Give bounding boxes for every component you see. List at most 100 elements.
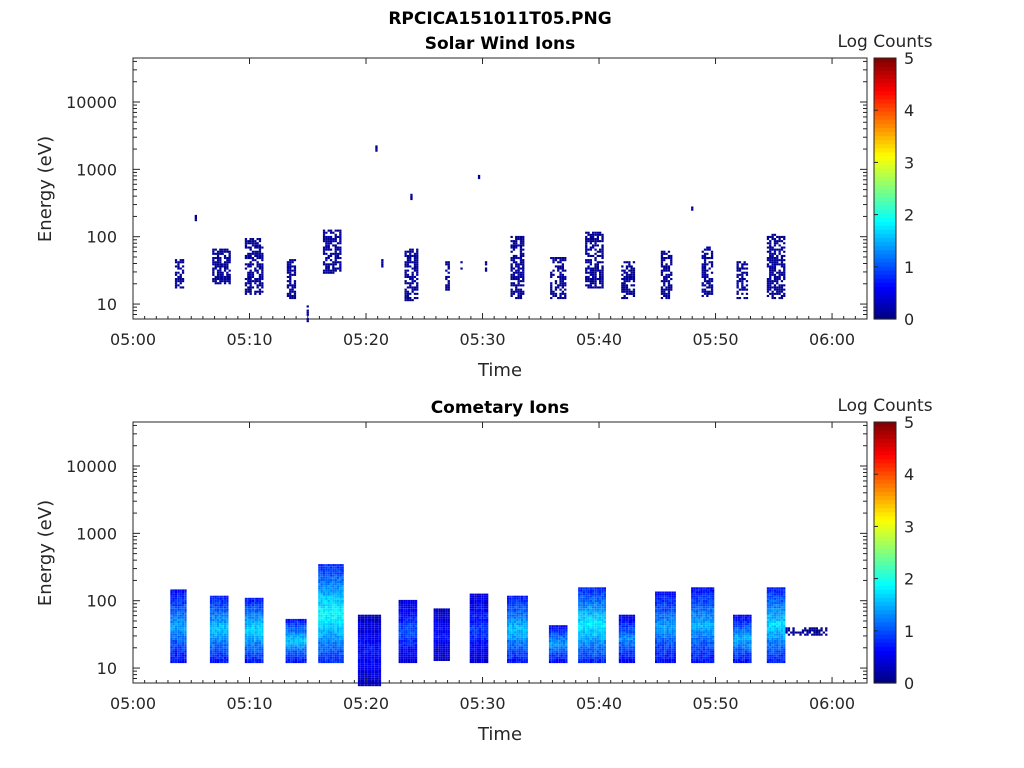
heatmap-cell	[364, 671, 368, 674]
heatmap-cell	[559, 294, 562, 297]
heatmap-cell	[289, 261, 292, 264]
heatmap-cell	[667, 282, 671, 285]
heatmap-cell	[322, 621, 326, 624]
heatmap-cell	[364, 631, 368, 634]
heatmap-cell	[410, 627, 413, 630]
heatmap-cell	[320, 572, 323, 575]
heatmap-cell	[285, 661, 288, 664]
heatmap-cell	[221, 606, 224, 609]
heatmap-cell	[226, 265, 229, 268]
heatmap-cell	[592, 591, 595, 594]
heatmap-cell	[216, 278, 220, 281]
heatmap-cell	[214, 654, 217, 657]
heatmap-cell	[445, 269, 448, 272]
heatmap-cell	[322, 240, 326, 243]
heatmap-cell	[244, 606, 248, 609]
heatmap-cell	[258, 284, 262, 287]
heatmap-cell	[360, 663, 363, 666]
heatmap-cell	[601, 269, 604, 272]
heatmap-cell	[438, 654, 441, 657]
heatmap-cell	[301, 631, 305, 634]
heatmap-cell	[357, 646, 361, 649]
heatmap-cell	[364, 661, 368, 664]
heatmap-cell	[318, 576, 321, 579]
heatmap-cell	[357, 639, 361, 642]
heatmap-cell	[374, 648, 377, 651]
heatmap-cell	[587, 654, 590, 657]
heatmap-cell	[523, 602, 526, 605]
heatmap-cell	[378, 665, 382, 668]
heatmap-cell	[174, 648, 178, 651]
heatmap-cell	[516, 646, 519, 649]
heatmap-cell	[212, 642, 215, 645]
heatmap-cell	[409, 299, 412, 302]
heatmap-cell	[592, 644, 595, 647]
heatmap-cell	[518, 635, 521, 638]
heatmap-cell	[329, 631, 333, 634]
heatmap-cell	[212, 614, 215, 617]
heatmap-cell	[435, 618, 439, 621]
heatmap-cell	[474, 627, 477, 630]
heatmap-cell	[251, 610, 255, 613]
heatmap-cell	[406, 273, 410, 276]
heatmap-cell	[332, 570, 335, 573]
heatmap-cell	[256, 278, 259, 281]
heatmap-cell	[507, 650, 510, 653]
heatmap-cell	[580, 648, 583, 651]
heatmap-cell	[516, 595, 519, 598]
heatmap-cell	[301, 646, 305, 649]
heatmap-cell	[483, 595, 486, 598]
heatmap-cell	[509, 618, 512, 621]
heatmap-cell	[341, 629, 344, 632]
heatmap-cell	[325, 574, 328, 577]
heatmap-cell	[223, 267, 227, 270]
heatmap-cell	[223, 656, 227, 659]
heatmap-cell	[518, 621, 521, 624]
heatmap-cell	[369, 614, 372, 617]
heatmap-cell	[374, 667, 377, 670]
heatmap-cell	[367, 652, 370, 655]
heatmap-cell	[256, 616, 259, 619]
heatmap-cell	[339, 637, 342, 640]
heatmap-cell	[589, 616, 592, 619]
heatmap-cell	[216, 614, 220, 617]
heatmap-cell	[325, 583, 328, 586]
heatmap-cell	[339, 257, 342, 260]
heatmap-cell	[476, 597, 479, 600]
heatmap-cell	[481, 604, 484, 607]
heatmap-cell	[625, 286, 629, 289]
heatmap-cell	[701, 263, 704, 266]
heatmap-cell	[589, 238, 592, 241]
heatmap-cell	[369, 673, 372, 676]
heatmap-cell	[553, 658, 556, 661]
heatmap-cell	[474, 654, 477, 657]
heatmap-cell	[599, 602, 602, 605]
heatmap-cell	[247, 604, 250, 607]
heatmap-cell	[516, 639, 519, 642]
heatmap-cell	[325, 568, 328, 571]
heatmap-cell	[701, 250, 704, 253]
heatmap-cell	[580, 589, 583, 592]
heatmap-cell	[334, 593, 337, 596]
heatmap-cell	[374, 663, 377, 666]
heatmap-cell	[325, 263, 328, 266]
heatmap-cell	[327, 610, 330, 613]
heatmap-cell	[743, 261, 746, 264]
heatmap-cell	[413, 259, 417, 262]
heatmap-cell	[322, 635, 326, 638]
heatmap-cell	[367, 675, 370, 678]
heatmap-cell	[322, 576, 326, 579]
heatmap-cell	[433, 612, 436, 615]
heatmap-cell	[630, 265, 633, 268]
heatmap-cell	[592, 658, 595, 661]
heatmap-cell	[304, 646, 307, 649]
heatmap-cell	[181, 280, 185, 283]
heatmap-cell	[261, 259, 264, 262]
heatmap-cell	[251, 635, 255, 638]
heatmap-cell	[630, 290, 633, 293]
heatmap-cell	[621, 265, 624, 268]
heatmap-cell	[334, 654, 337, 657]
heatmap-cell	[510, 244, 513, 247]
heatmap-cell	[519, 280, 523, 283]
heatmap-cell	[589, 259, 592, 262]
